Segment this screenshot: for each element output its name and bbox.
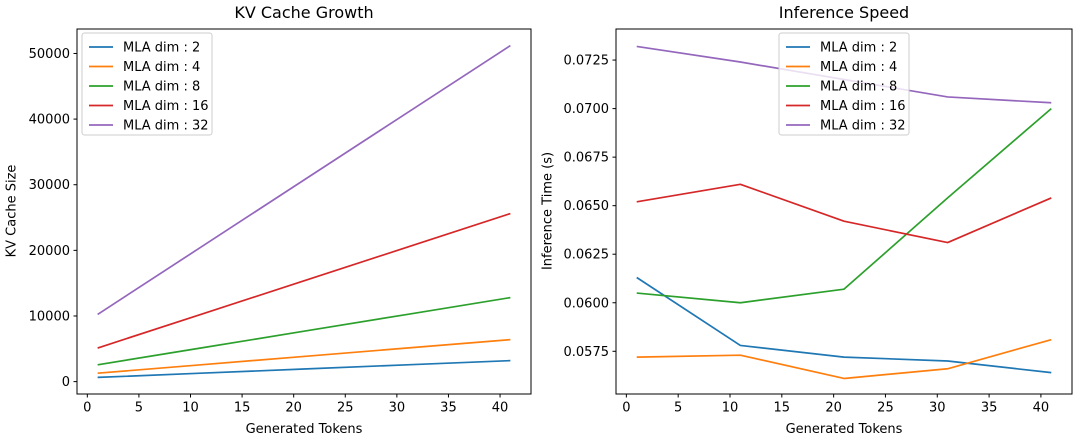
x-tick-label: 25	[337, 401, 354, 416]
kv-cache-growth-axes-frame	[76, 28, 532, 395]
x-tick-label: 15	[234, 401, 251, 416]
kv-cache-growth-x-axis: 0 5 10 15 20 25 30 35 40	[83, 394, 508, 416]
x-tick-label: 40	[1033, 401, 1050, 416]
kv-cache-growth-line-mla-dim-2	[97, 359, 511, 379]
kv-cache-growth-line-mla-dim-8	[97, 296, 511, 366]
kv-cache-growth-series	[97, 44, 511, 379]
y-tick-label: 40000	[29, 113, 70, 128]
x-tick-label: 10	[722, 401, 739, 416]
inference-speed-axes-frame	[615, 28, 1073, 395]
x-tick-label: 0	[622, 401, 630, 416]
legend-label-mla-dim-2: MLA dim : 2	[820, 41, 897, 56]
kv-cache-growth-y-axis: 0 10000 20000 30000 40000 50000	[29, 47, 77, 390]
kv-cache-growth-line-mla-dim-16	[97, 212, 511, 349]
legend-box	[81, 32, 213, 136]
y-tick-label: 0.0675	[564, 151, 610, 166]
x-tick-label: 20	[285, 401, 302, 416]
x-tick-label: 10	[182, 401, 199, 416]
y-tick-label: 0.0725	[564, 54, 610, 69]
y-tick-label: 0.0600	[564, 296, 610, 311]
y-tick-label: 30000	[29, 178, 70, 193]
x-tick-label: 40	[492, 401, 509, 416]
legend-box	[778, 32, 910, 136]
kv-cache-growth-chart: 0 5 10 15 20 25 30 35 40 0 10000 20000 30000 40000 500…	[29, 28, 532, 416]
inference-speed-line-mla-dim-4	[636, 338, 1052, 380]
x-tick-label: 15	[774, 401, 791, 416]
x-tick-label: 30	[389, 401, 406, 416]
inference-speed-x-axis: 0 5 10 15 20 25 30 35 40	[622, 394, 1049, 416]
y-tick-label: 50000	[29, 47, 70, 62]
right-chart-title: Inference Speed	[778, 3, 910, 22]
x-tick-label: 25	[877, 401, 894, 416]
x-tick-label: 0	[83, 401, 91, 416]
left-chart-title: KV Cache Growth	[234, 3, 374, 22]
legend-label-mla-dim-32: MLA dim : 32	[820, 119, 906, 134]
y-tick-label: 20000	[29, 244, 70, 259]
legend-label-mla-dim-8: MLA dim : 8	[123, 80, 200, 95]
legend-label-mla-dim-32: MLA dim : 32	[123, 119, 209, 134]
right-chart-xlabel: Generated Tokens	[785, 422, 903, 437]
x-tick-label: 35	[981, 401, 998, 416]
y-tick-label: 0.0650	[564, 199, 610, 214]
right-chart-ylabel: Inference Time (s)	[540, 151, 556, 271]
kv-cache-growth-line-mla-dim-32	[97, 44, 511, 316]
legend-label-mla-dim-16: MLA dim : 16	[123, 99, 209, 114]
left-chart-xlabel: Generated Tokens	[245, 422, 363, 437]
inference-speed-line-mla-dim-8	[636, 107, 1052, 304]
y-tick-label: 0.0575	[564, 345, 610, 360]
x-tick-label: 5	[674, 401, 682, 416]
y-tick-label: 0.0700	[564, 102, 610, 117]
x-tick-label: 35	[440, 401, 457, 416]
inference-speed-chart: 0 5 10 15 20 25 30 35 40 0.0575 0.0600 0.0625 0.0650…	[564, 28, 1073, 416]
y-tick-label: 0.0625	[564, 248, 610, 263]
inference-speed-line-mla-dim-16	[636, 183, 1052, 244]
inference-speed-y-axis: 0.0575 0.0600 0.0625 0.0650 0.0675 0.0700 0.07…	[564, 54, 616, 360]
legend-label-mla-dim-4: MLA dim : 4	[123, 60, 200, 75]
kv-cache-growth-legend: MLA dim : 2 MLA dim : 4 MLA dim : 8 MLA dim…	[81, 32, 213, 136]
legend-label-mla-dim-16: MLA dim : 16	[820, 99, 906, 114]
kv-cache-growth-line-mla-dim-4	[97, 338, 511, 375]
inference-speed-legend: MLA dim : 2 MLA dim : 4 MLA dim : 8 MLA dim…	[778, 32, 910, 136]
y-tick-label: 0	[62, 375, 70, 390]
x-tick-label: 5	[135, 401, 143, 416]
legend-label-mla-dim-8: MLA dim : 8	[820, 80, 897, 95]
legend-label-mla-dim-2: MLA dim : 2	[123, 41, 200, 56]
x-tick-label: 20	[825, 401, 842, 416]
y-tick-label: 10000	[29, 309, 70, 324]
x-tick-label: 30	[929, 401, 946, 416]
legend-label-mla-dim-4: MLA dim : 4	[820, 60, 897, 75]
inference-speed-line-mla-dim-2	[636, 276, 1052, 374]
left-chart-ylabel: KV Cache Size	[4, 164, 20, 258]
